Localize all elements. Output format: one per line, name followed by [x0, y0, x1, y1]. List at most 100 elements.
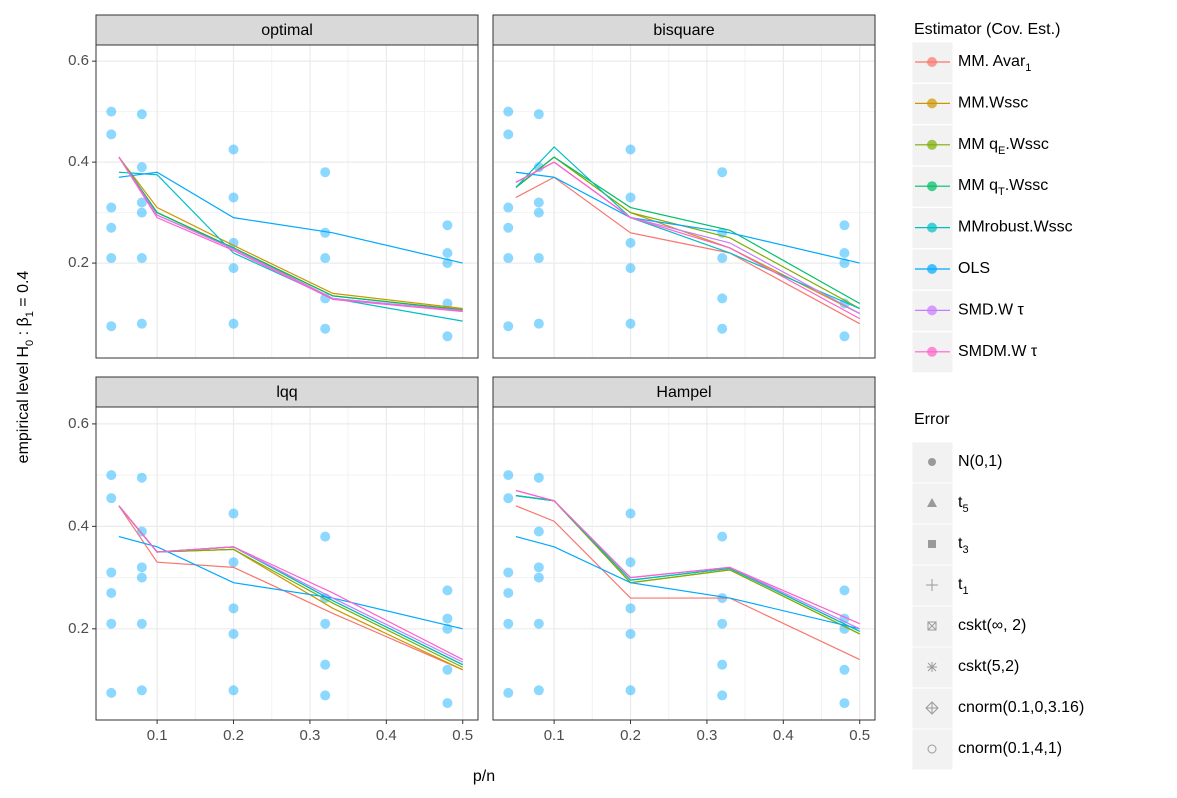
legend-title: Error [914, 411, 950, 428]
series-line [118, 156, 463, 310]
point [228, 508, 239, 519]
legend-point [927, 222, 937, 233]
legend-label: t3 [958, 535, 969, 556]
point [839, 220, 850, 231]
series-line [515, 176, 861, 325]
point [839, 585, 850, 596]
point [228, 628, 239, 639]
point [717, 618, 728, 629]
point [136, 472, 147, 483]
point [228, 192, 239, 203]
x-tick-label: 0.2 [620, 727, 641, 744]
x-tick-label: 0.3 [299, 727, 320, 744]
point [228, 263, 239, 274]
legend-label: MM qT.Wssc [958, 177, 1048, 198]
series-line [515, 536, 860, 630]
legend-label: cskt(∞, 2) [958, 617, 1026, 634]
point [320, 618, 331, 629]
legend-title: Estimator (Cov. Est.) [914, 21, 1060, 38]
legend-label: MM qE.Wssc [958, 136, 1049, 157]
point [228, 318, 239, 329]
point [717, 659, 728, 670]
point [228, 603, 239, 614]
point [533, 109, 544, 120]
point [320, 659, 331, 670]
legend-label: SMD.W τ [958, 302, 1025, 319]
point [717, 323, 728, 334]
panel-border [492, 406, 876, 721]
point [136, 562, 147, 573]
x-tick-label: 0.4 [773, 727, 794, 744]
legend-shape [927, 744, 937, 754]
point [625, 263, 636, 274]
series-line [118, 156, 463, 312]
point [625, 557, 636, 568]
panel-border [95, 406, 479, 721]
legend-point [927, 139, 937, 150]
legend-key [911, 728, 954, 771]
point [136, 162, 147, 173]
point [625, 237, 636, 248]
point [136, 109, 147, 120]
panel [96, 407, 478, 720]
strip [492, 14, 876, 46]
series-line [118, 536, 463, 630]
strip-title: lqq [276, 384, 297, 401]
point [320, 253, 331, 264]
point [106, 587, 117, 598]
y-tick-label: 0.2 [68, 254, 89, 271]
point [228, 237, 239, 248]
series-line [515, 489, 860, 625]
panel [493, 45, 875, 358]
point [136, 253, 147, 264]
legend-label: cnorm(0.1,4,1) [958, 740, 1062, 757]
strip [492, 376, 876, 408]
series-line [515, 495, 860, 632]
point [717, 690, 728, 701]
point [442, 331, 453, 342]
y-axis-label: empirical level H0 : β1 = 0.4 [15, 271, 36, 464]
legend-shape [928, 540, 936, 548]
point [106, 493, 117, 504]
legend-label: MM. Avar1 [958, 53, 1031, 74]
point [320, 167, 331, 178]
x-tick-label: 0.1 [544, 727, 565, 744]
strip [95, 14, 479, 46]
point [503, 567, 514, 578]
point [136, 207, 147, 218]
strip [95, 376, 479, 408]
point [106, 106, 117, 117]
point [503, 202, 514, 213]
panel [96, 45, 478, 358]
point [106, 222, 117, 233]
point [136, 685, 147, 696]
point [442, 247, 453, 258]
point [839, 664, 850, 675]
point [106, 470, 117, 481]
point [533, 472, 544, 483]
point [533, 207, 544, 218]
series-line [118, 505, 463, 661]
point [503, 253, 514, 264]
y-tick-label: 0.6 [68, 415, 89, 432]
point [533, 318, 544, 329]
legend-label: t1 [958, 576, 969, 597]
point [106, 253, 117, 264]
legend-key [911, 482, 954, 525]
point [320, 690, 331, 701]
point [503, 618, 514, 629]
x-tick-label: 0.4 [376, 727, 397, 744]
point [839, 331, 850, 342]
x-axis-label: p/n [473, 768, 495, 785]
point [625, 508, 636, 519]
point [533, 526, 544, 537]
point [839, 698, 850, 709]
legend-shape [925, 701, 939, 715]
point [503, 587, 514, 598]
point [503, 470, 514, 481]
series-line [515, 161, 861, 320]
point [228, 144, 239, 155]
point [106, 202, 117, 213]
x-tick-label: 0.1 [147, 727, 168, 744]
y-tick-label: 0.4 [68, 153, 89, 170]
